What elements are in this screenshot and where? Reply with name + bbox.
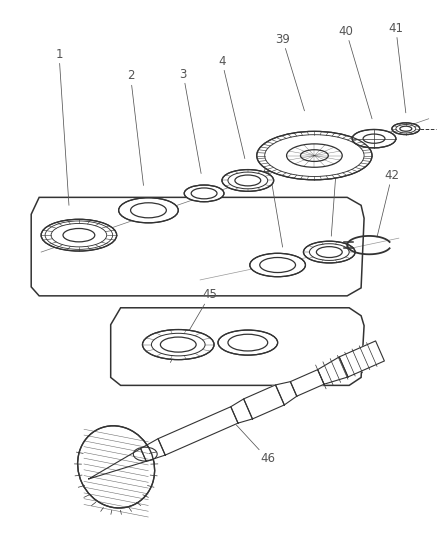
Polygon shape [230, 399, 252, 423]
Text: 41: 41 [388, 22, 405, 113]
Text: 44: 44 [261, 164, 282, 247]
Polygon shape [290, 370, 323, 396]
Ellipse shape [218, 330, 277, 355]
Text: 42: 42 [376, 169, 399, 237]
Text: 45: 45 [170, 288, 217, 362]
Ellipse shape [222, 169, 273, 191]
Ellipse shape [133, 447, 157, 461]
Text: 43: 43 [328, 162, 343, 236]
Text: 39: 39 [275, 33, 304, 111]
Polygon shape [88, 449, 146, 479]
Ellipse shape [249, 253, 305, 277]
Ellipse shape [303, 241, 354, 263]
Text: 40: 40 [338, 25, 371, 119]
Text: 4: 4 [218, 54, 244, 158]
Polygon shape [140, 439, 165, 461]
Text: 2: 2 [127, 69, 143, 185]
Ellipse shape [118, 198, 178, 223]
Ellipse shape [351, 130, 395, 148]
Polygon shape [158, 407, 237, 455]
Polygon shape [317, 357, 347, 384]
Ellipse shape [184, 185, 223, 201]
Ellipse shape [391, 123, 419, 134]
Polygon shape [339, 341, 384, 377]
Text: 3: 3 [179, 68, 201, 173]
Ellipse shape [41, 219, 117, 251]
Ellipse shape [142, 329, 214, 360]
Text: 1: 1 [55, 47, 69, 205]
Ellipse shape [256, 131, 371, 180]
Ellipse shape [78, 426, 154, 508]
Polygon shape [243, 385, 284, 419]
Polygon shape [275, 382, 296, 405]
Text: 46: 46 [234, 423, 275, 465]
